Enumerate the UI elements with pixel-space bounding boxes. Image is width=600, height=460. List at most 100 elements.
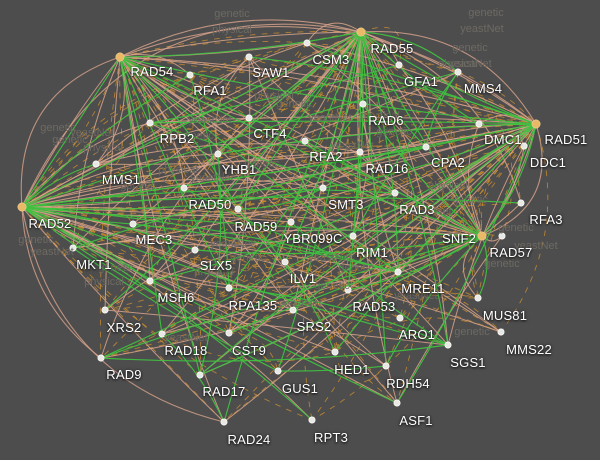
- node-label-rad18[interactable]: RAD18: [164, 343, 208, 358]
- graph-node-dmc1[interactable]: [475, 120, 483, 128]
- node-label-rfa3[interactable]: RFA3: [529, 212, 563, 227]
- node-label-rad55[interactable]: RAD55: [370, 41, 414, 56]
- graph-node-mms1[interactable]: [92, 160, 100, 168]
- node-label-rad24[interactable]: RAD24: [227, 432, 271, 447]
- node-label-srs2[interactable]: SRS2: [296, 319, 332, 334]
- node-label-rdh54[interactable]: RDH54: [386, 376, 430, 391]
- node-label-asf1[interactable]: ASF1: [399, 413, 433, 428]
- node-label-rad51[interactable]: RAD51: [544, 132, 588, 147]
- node-label-ilv1[interactable]: ILV1: [289, 271, 317, 286]
- graph-node-mkt1[interactable]: [69, 244, 77, 252]
- node-label-snf2[interactable]: SNF2: [441, 231, 477, 246]
- node-label-rpt3[interactable]: RPT3: [313, 430, 349, 445]
- node-label-gus1[interactable]: GUS1: [281, 381, 319, 396]
- graph-node-csm3[interactable]: [303, 39, 311, 47]
- node-label-rad9[interactable]: RAD9: [106, 367, 142, 382]
- graph-node-yhb1[interactable]: [214, 150, 222, 158]
- node-label-rad50[interactable]: RAD50: [188, 197, 232, 212]
- graph-node-hed1[interactable]: [331, 348, 339, 356]
- node-label-rad16[interactable]: RAD16: [365, 161, 409, 176]
- node-label-rad52[interactable]: RAD52: [28, 216, 72, 231]
- node-label-rpb2[interactable]: RPB2: [159, 131, 195, 146]
- node-label-rad53[interactable]: RAD53: [352, 299, 396, 314]
- graph-node-msh6[interactable]: [146, 277, 154, 285]
- node-label-rad3[interactable]: RAD3: [399, 202, 435, 217]
- graph-node-ilv1[interactable]: [281, 258, 289, 266]
- graph-node-cpa2[interactable]: [422, 143, 430, 151]
- graph-node-mec3[interactable]: [129, 220, 137, 228]
- graph-node-rfa1[interactable]: [186, 71, 194, 79]
- graph-node-rfa3[interactable]: [517, 199, 525, 207]
- node-label-rad54[interactable]: RAD54: [130, 64, 174, 79]
- node-label-rfa2[interactable]: RFA2: [309, 149, 343, 164]
- graph-node-aro1[interactable]: [396, 314, 404, 322]
- graph-node-gus1[interactable]: [274, 367, 282, 375]
- node-label-cpa2[interactable]: CPA2: [431, 155, 465, 170]
- graph-node-rad16[interactable]: [356, 148, 364, 156]
- node-label-slx5[interactable]: SLX5: [199, 258, 233, 273]
- graph-node-ddc1[interactable]: [520, 142, 528, 150]
- node-label-rad6[interactable]: RAD6: [368, 113, 404, 128]
- node-label-rim1[interactable]: RIM1: [356, 245, 388, 260]
- graph-node-rad6[interactable]: [359, 100, 367, 108]
- node-label-rpa135[interactable]: RPA135: [228, 298, 278, 313]
- graph-node-mms22[interactable]: [497, 328, 505, 336]
- graph-node-rad52[interactable]: [17, 202, 27, 212]
- node-label-mms4[interactable]: MMS4: [463, 81, 503, 96]
- graph-node-ybr099c[interactable]: [287, 218, 295, 226]
- graph-node-rad55[interactable]: [356, 27, 366, 37]
- node-label-sgs1[interactable]: SGS1: [450, 355, 486, 370]
- graph-node-asf1[interactable]: [393, 399, 401, 407]
- graph-node-rad59[interactable]: [234, 205, 242, 213]
- graph-node-rad54[interactable]: [115, 52, 125, 62]
- graph-node-rad50[interactable]: [180, 184, 188, 192]
- graph-node-gfa1[interactable]: [395, 61, 403, 69]
- node-label-xrs2[interactable]: XRS2: [106, 320, 142, 335]
- graph-node-mus81[interactable]: [474, 294, 482, 302]
- graph-node-rad57[interactable]: [498, 232, 506, 240]
- node-label-mms22[interactable]: MMS22: [506, 342, 552, 357]
- node-label-ctf4[interactable]: CTF4: [253, 126, 287, 141]
- graph-node-ctf4[interactable]: [245, 114, 253, 122]
- node-label-gfa1[interactable]: GFA1: [403, 74, 439, 89]
- node-label-csm3[interactable]: CSM3: [312, 52, 350, 67]
- graph-node-snf2[interactable]: [477, 231, 487, 241]
- graph-node-rad24[interactable]: [220, 418, 228, 426]
- graph-node-rpa135[interactable]: [225, 284, 233, 292]
- node-label-saw1[interactable]: SAW1: [252, 65, 290, 80]
- node-label-mus81[interactable]: MUS81: [482, 308, 528, 323]
- node-label-rfa1[interactable]: RFA1: [193, 83, 227, 98]
- graph-node-rad17[interactable]: [196, 371, 204, 379]
- graph-node-srs2[interactable]: [289, 306, 297, 314]
- node-label-mms1[interactable]: MMS1: [101, 172, 141, 187]
- node-label-rad59[interactable]: RAD59: [234, 219, 278, 234]
- node-label-rad17[interactable]: RAD17: [202, 384, 246, 399]
- node-label-smt3[interactable]: SMT3: [328, 197, 364, 212]
- node-label-yhb1[interactable]: YHB1: [221, 162, 257, 177]
- node-label-ddc1[interactable]: DDC1: [529, 155, 567, 170]
- graph-node-smt3[interactable]: [319, 184, 327, 192]
- graph-node-rim1[interactable]: [349, 232, 357, 240]
- graph-node-rdh54[interactable]: [382, 362, 390, 370]
- graph-node-sgs1[interactable]: [444, 341, 452, 349]
- graph-node-rpt3[interactable]: [308, 416, 316, 424]
- node-label-msh6[interactable]: MSH6: [157, 290, 195, 305]
- graph-node-saw1[interactable]: [245, 53, 253, 61]
- graph-node-rpb2[interactable]: [146, 119, 154, 127]
- graph-node-xrs2[interactable]: [101, 306, 109, 314]
- node-label-ybr099c[interactable]: YBR099C: [283, 231, 343, 246]
- node-label-cst9[interactable]: CST9: [231, 343, 267, 358]
- graph-node-cst9[interactable]: [225, 329, 233, 337]
- node-label-hed1[interactable]: HED1: [334, 362, 370, 377]
- node-label-rad57[interactable]: RAD57: [489, 245, 533, 260]
- node-label-mec3[interactable]: MEC3: [135, 232, 173, 247]
- graph-node-rad9[interactable]: [97, 354, 105, 362]
- graph-node-rad3[interactable]: [391, 189, 399, 197]
- graph-node-mms4[interactable]: [454, 68, 462, 76]
- graph-node-rad53[interactable]: [344, 286, 352, 294]
- node-label-mre11[interactable]: MRE11: [401, 281, 445, 296]
- graph-node-rfa2[interactable]: [301, 137, 309, 145]
- node-label-aro1[interactable]: ARO1: [398, 327, 436, 342]
- graph-node-rad18[interactable]: [158, 330, 166, 338]
